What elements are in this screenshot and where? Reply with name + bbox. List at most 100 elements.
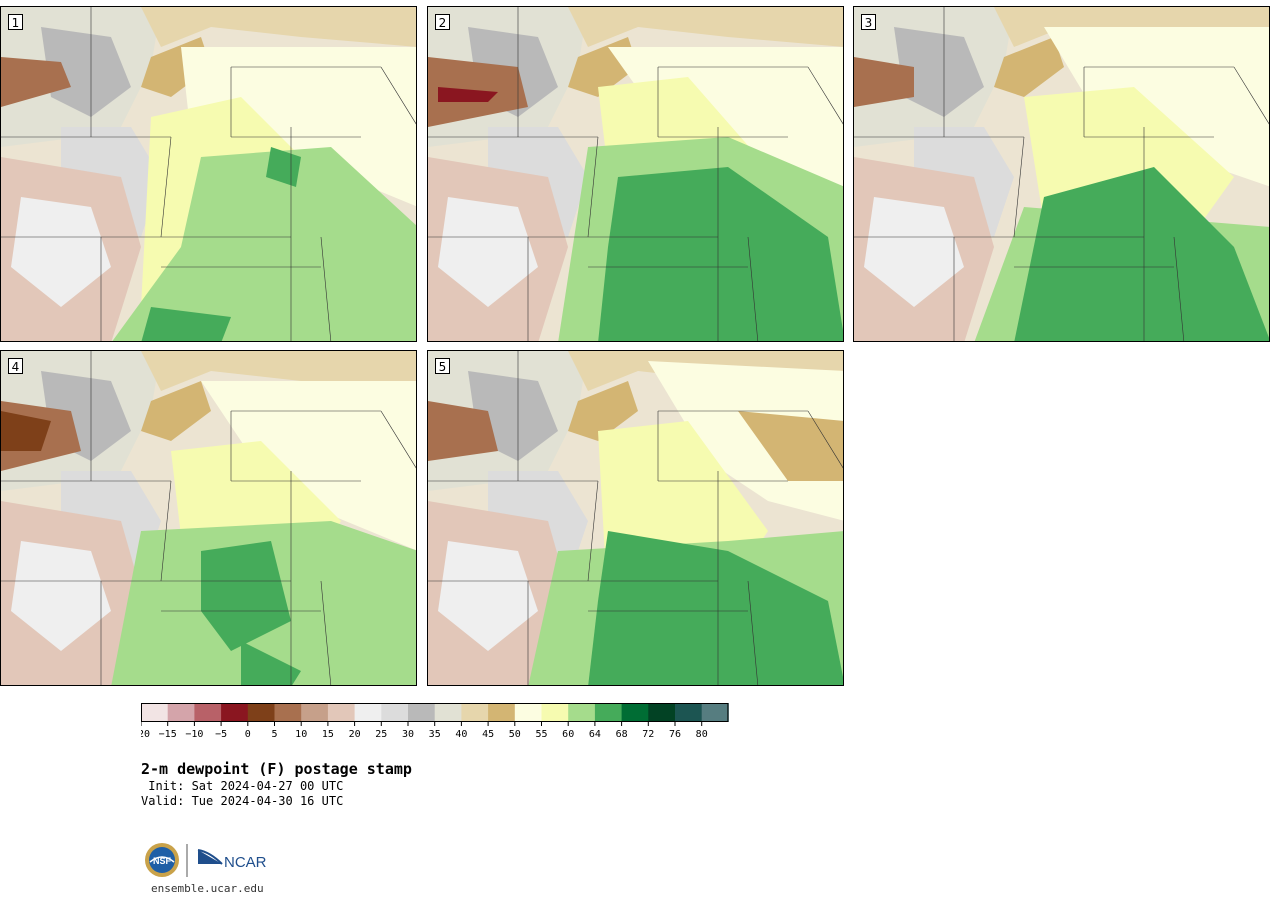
state-boundary (747, 236, 759, 341)
colorbar-tick-label: 35 (429, 729, 441, 740)
colorbar-tick-label: 60 (562, 729, 574, 740)
panel-number-5: 5 (435, 358, 450, 374)
dewpoint-region (112, 147, 416, 341)
colorbar-tick-label: 20 (349, 729, 361, 740)
panel-2: 2 (427, 6, 844, 342)
dewpoint-region (1, 411, 51, 451)
dewpoint-region (428, 401, 498, 461)
colorbar-tick-label: 30 (402, 729, 414, 740)
state-boundary (1233, 66, 1269, 125)
state-boundary (380, 410, 416, 469)
dewpoint-region (438, 87, 498, 102)
panel-map-1 (1, 7, 416, 341)
colorbar-tick-label: −10 (185, 729, 203, 740)
dewpoint-region (201, 541, 291, 651)
colorbar-tick-label: 5 (271, 729, 277, 740)
valid-time: Valid: Tue 2024-04-30 16 UTC (141, 794, 344, 808)
colorbar-bin (194, 703, 222, 722)
state-boundary (1013, 136, 1025, 238)
dewpoint-region (568, 381, 638, 441)
dewpoint-region (894, 27, 984, 117)
colorbar-bin (381, 703, 409, 722)
state-boundary (1173, 236, 1185, 341)
dewpoint-region (598, 167, 843, 341)
colorbar-bin (648, 703, 676, 722)
colorbar-bin (274, 703, 302, 722)
panel-number-2: 2 (435, 14, 450, 30)
state-boundary (320, 580, 332, 685)
colorbar-bin (141, 703, 169, 722)
colorbar-tick-label: −20 (141, 729, 150, 740)
colorbar-bin (301, 703, 329, 722)
dewpoint-region (41, 27, 131, 117)
dewpoint-region (201, 381, 416, 551)
dewpoint-region (141, 7, 416, 47)
colorbar-tick-label: 72 (642, 729, 654, 740)
dewpoint-region (11, 197, 111, 307)
panel-number-3: 3 (861, 14, 876, 30)
state-boundary (807, 66, 843, 125)
colorbar-tick-label: 0 (245, 729, 251, 740)
colorbar-tick-label: 64 (589, 729, 601, 740)
panel-1: 1 (0, 6, 417, 342)
website-link[interactable]: ensemble.ucar.edu (151, 882, 264, 895)
state-boundary (160, 480, 172, 582)
dewpoint-region (438, 197, 538, 307)
panel-map-3 (854, 7, 1269, 341)
colorbar-bin (621, 703, 649, 722)
state-boundary (380, 66, 416, 125)
dewpoint-region (1014, 167, 1269, 341)
colorbar-tick-label: 10 (295, 729, 307, 740)
logos: NSF NCAR (145, 843, 267, 877)
colorbar-bin (541, 703, 569, 722)
colorbar-bin (488, 703, 516, 722)
dewpoint-region (241, 641, 301, 685)
colorbar-bin (327, 703, 356, 722)
dewpoint-region (588, 531, 843, 685)
colorbar-tick-label: 68 (616, 729, 628, 740)
colorbar-tick-label: 15 (322, 729, 334, 740)
nsf-logo-text: NSF (153, 856, 172, 866)
dewpoint-region (1, 57, 71, 107)
dewpoint-region (994, 37, 1064, 97)
figure-title: 2-m dewpoint (F) postage stamp (141, 760, 412, 778)
dewpoint-region (141, 381, 211, 441)
colorbar-bin (408, 703, 436, 722)
colorbar-tick-label: 55 (535, 729, 547, 740)
panel-number-1: 1 (8, 14, 23, 30)
init-time: Init: Sat 2024-04-27 00 UTC (141, 779, 344, 793)
colorbar-bin (221, 703, 249, 722)
dewpoint-region (568, 7, 843, 47)
state-boundary (587, 480, 599, 582)
colorbar-bin (434, 703, 462, 722)
ncar-logo: NCAR (197, 849, 267, 871)
state-boundary (747, 580, 759, 685)
panel-map-5 (428, 351, 843, 685)
dewpoint-region (854, 57, 914, 107)
colorbar-bin (594, 703, 623, 722)
colorbar-tick-label: 40 (455, 729, 467, 740)
panel-4: 4 (0, 350, 417, 686)
dewpoint-region (141, 307, 231, 341)
dewpoint-region (438, 541, 538, 651)
state-boundary (587, 136, 599, 238)
colorbar-tick-label: 25 (375, 729, 387, 740)
dewpoint-region (266, 147, 301, 187)
state-boundary (807, 410, 843, 469)
colorbar-tick-label: 76 (669, 729, 681, 740)
colorbar-tick-label: 45 (482, 729, 494, 740)
ncar-logo-text: NCAR (224, 854, 267, 871)
panel-number-4: 4 (8, 358, 23, 374)
colorbar-bin (167, 703, 195, 722)
panel-3: 3 (853, 6, 1270, 342)
colorbar-bin (461, 703, 489, 722)
dewpoint-region (864, 197, 964, 307)
colorbar-bin (354, 703, 382, 722)
panel-5: 5 (427, 350, 844, 686)
colorbar-tick-label: −5 (215, 729, 227, 740)
state-boundary (320, 236, 332, 341)
dewpoint-region (738, 411, 843, 481)
colorbar-tick-label: 80 (696, 729, 708, 740)
colorbar-tick-label: 50 (509, 729, 521, 740)
colorbar-bin (514, 703, 542, 722)
